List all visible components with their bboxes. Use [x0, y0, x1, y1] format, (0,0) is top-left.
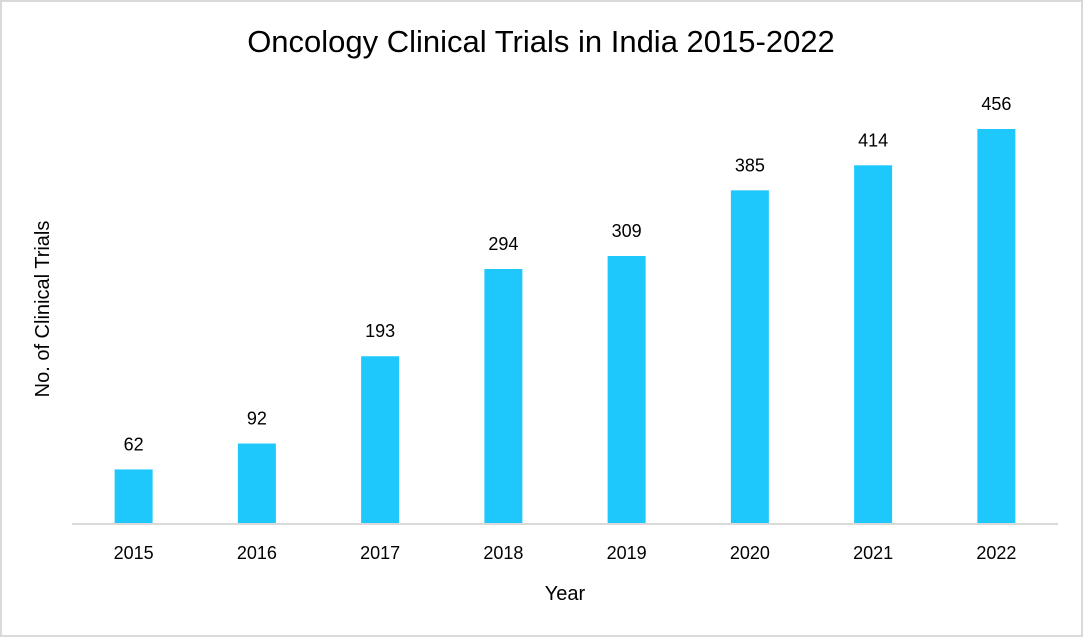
- x-axis-label: Year: [545, 583, 586, 605]
- x-tick-label-2018: 2018: [483, 543, 523, 563]
- bar-2017: [361, 356, 400, 523]
- bar-2015: [114, 469, 153, 523]
- x-tick-label-2021: 2021: [853, 543, 893, 563]
- bar-2019: [607, 256, 646, 523]
- data-label-2020: 385: [735, 155, 765, 175]
- data-label-2015: 62: [124, 434, 144, 454]
- data-label-2016: 92: [247, 409, 267, 429]
- x-tick-label-2015: 2015: [114, 543, 154, 563]
- data-label-2019: 309: [612, 221, 642, 241]
- bar-2018: [484, 268, 523, 523]
- data-label-2022: 456: [981, 94, 1011, 114]
- x-tick-label-2016: 2016: [237, 543, 277, 563]
- chart-title: Oncology Clinical Trials in India 2015-2…: [247, 24, 835, 59]
- data-label-2021: 414: [858, 130, 888, 150]
- x-tick-label-2017: 2017: [360, 543, 400, 563]
- x-tick-label-2019: 2019: [607, 543, 647, 563]
- x-tick-label-2020: 2020: [730, 543, 770, 563]
- data-label-2017: 193: [365, 321, 395, 341]
- bar-2021: [854, 165, 893, 523]
- data-label-2018: 294: [488, 234, 518, 254]
- bar-2022: [977, 129, 1016, 523]
- y-axis-label: No. of Clinical Trials: [32, 221, 54, 398]
- x-tick-label-2022: 2022: [976, 543, 1016, 563]
- bar-2016: [237, 443, 276, 523]
- bar-2020: [730, 190, 769, 523]
